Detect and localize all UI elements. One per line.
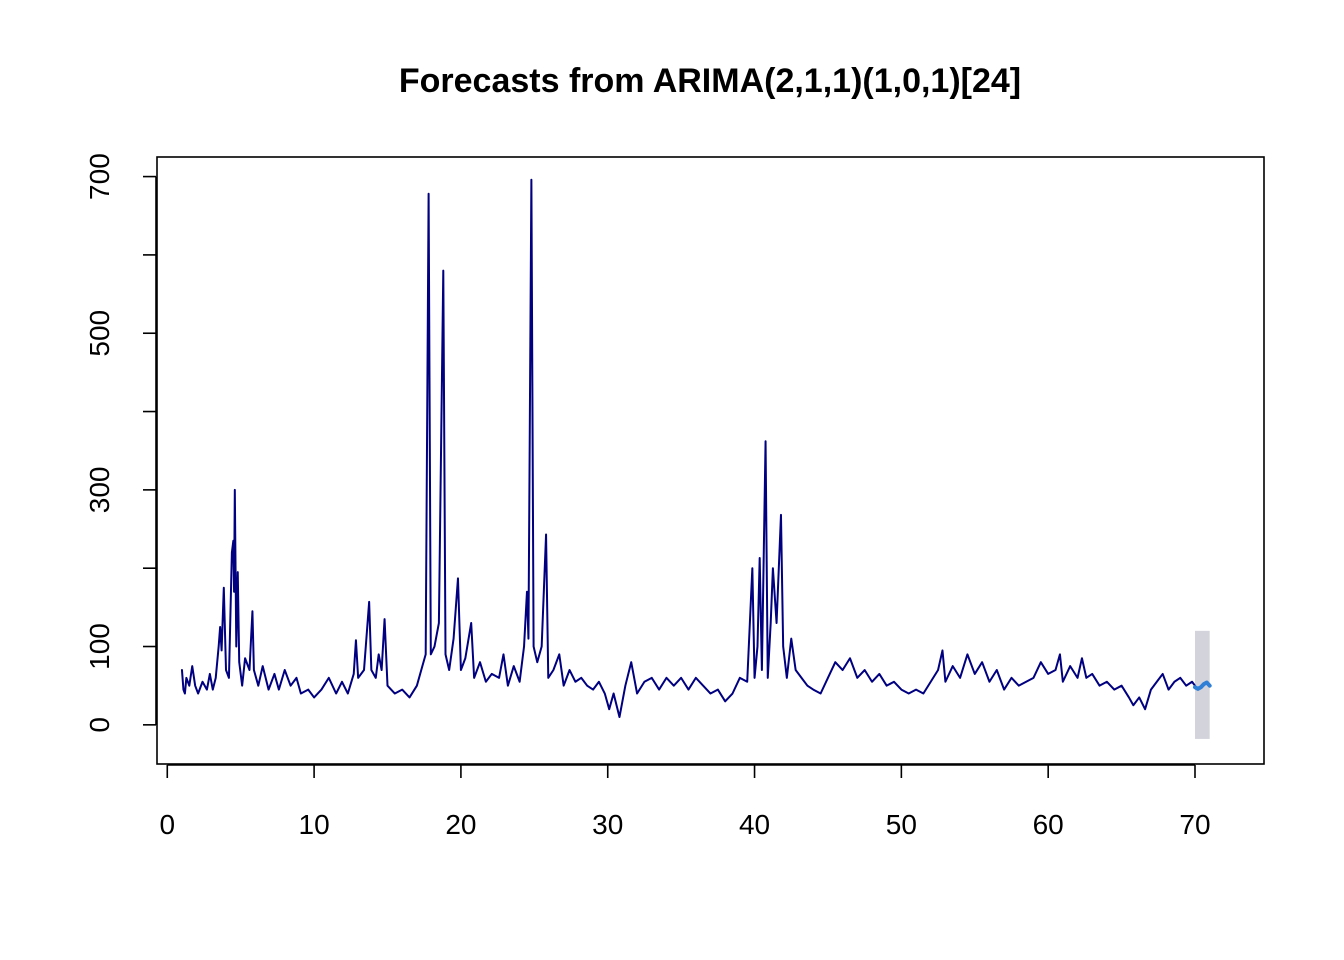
y-tick-label: 700 xyxy=(84,153,115,200)
x-tick-label: 40 xyxy=(739,809,770,840)
x-tick-label: 20 xyxy=(445,809,476,840)
observed-series-line xyxy=(180,178,1196,719)
chart-title: Forecasts from ARIMA(2,1,1)(1,0,1)[24] xyxy=(399,62,1021,100)
x-tick-label: 60 xyxy=(1033,809,1064,840)
forecast-series-line xyxy=(1193,680,1212,691)
series-layer xyxy=(180,178,1212,719)
y-tick-label: 500 xyxy=(84,310,115,357)
x-axis: 0 10 20 30 40 50 60 70 xyxy=(159,764,1211,840)
x-tick-label: 0 xyxy=(159,809,175,840)
y-tick-label: 0 xyxy=(84,717,115,733)
y-tick-label: 300 xyxy=(84,467,115,514)
x-tick-label: 70 xyxy=(1179,809,1210,840)
x-tick-label: 30 xyxy=(592,809,623,840)
y-tick-label: 100 xyxy=(84,623,115,670)
plot-frame xyxy=(156,156,1265,765)
y-axis: 0 100 300 500 700 xyxy=(84,153,157,733)
x-tick-label: 10 xyxy=(299,809,330,840)
x-tick-label: 50 xyxy=(886,809,917,840)
